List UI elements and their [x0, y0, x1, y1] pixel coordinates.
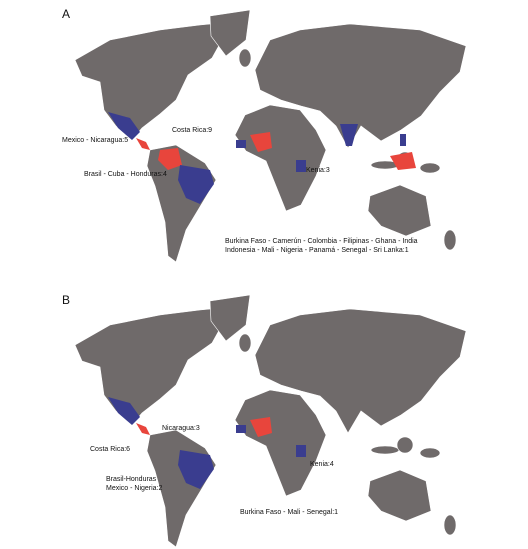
annotation: Kenia:4	[310, 461, 334, 468]
annotation: Nicaragua:3	[162, 425, 200, 432]
annotation: Mexico - Nicaragua:5	[62, 137, 128, 144]
west-africa	[250, 417, 272, 437]
annotation: Costa Rica:6	[90, 446, 130, 453]
senegal	[236, 425, 246, 433]
annotation: Indonesia - Mali - Nigeria - Panamá - Se…	[225, 247, 409, 254]
colombia	[158, 148, 182, 170]
central-america	[136, 138, 150, 150]
mexico	[108, 397, 140, 425]
annotation: Brasil-Honduras	[106, 476, 157, 483]
philippines	[400, 134, 406, 146]
panel-label: B	[62, 293, 70, 307]
annotation: Brasil - Cuba - Honduras:4	[84, 171, 167, 178]
annotation: Burkina Faso - Mali - Senegal:1	[240, 509, 338, 516]
panel-a: A Costa Rica:9 Mexico - Nicaragua:5 Bras…	[62, 7, 467, 263]
annotation: Kenia:3	[306, 167, 330, 174]
senegal	[236, 140, 246, 148]
panel-label: A	[62, 7, 70, 21]
west-africa	[250, 132, 272, 152]
india	[340, 124, 358, 146]
kenya	[296, 445, 306, 457]
central-america	[136, 423, 150, 435]
panel-b: B Nicaragua:3 Costa Rica:6 Brasil-Hondur…	[62, 293, 467, 548]
annotation: Mexico - Nigeria:2	[106, 485, 163, 492]
annotation: Costa Rica:9	[172, 127, 212, 134]
annotation: Burkina Faso - Camerún - Colombia - Fili…	[225, 238, 418, 245]
kenya	[296, 160, 306, 172]
mexico	[108, 112, 140, 140]
brazil	[178, 450, 214, 489]
brazil	[178, 165, 214, 204]
indonesia	[390, 152, 416, 170]
